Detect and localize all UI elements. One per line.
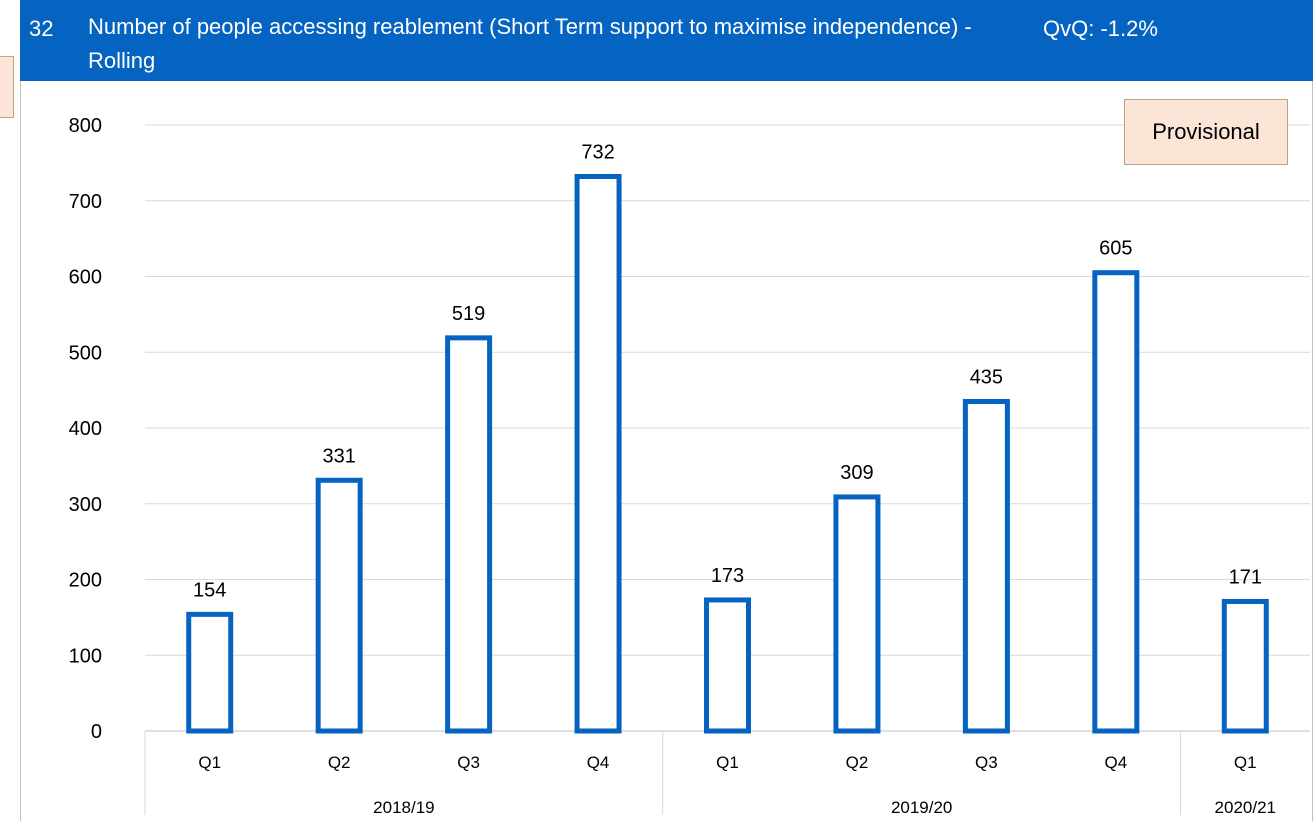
x-tick-label: Q1 (198, 753, 221, 772)
data-label: 309 (840, 462, 873, 484)
y-tick-label: 0 (91, 721, 102, 743)
qvq-indicator: QvQ: -1.2% (1043, 16, 1158, 41)
bar (315, 477, 363, 734)
bar (1221, 598, 1269, 734)
data-label: 732 (581, 142, 614, 164)
bar (445, 335, 493, 734)
group-label: 2018/19 (373, 798, 434, 815)
y-tick-label: 100 (69, 645, 102, 667)
chart-number: 32 (29, 16, 54, 41)
y-tick-label: 500 (69, 342, 102, 364)
x-tick-label: Q4 (1104, 753, 1127, 772)
x-tick-label: Q2 (846, 753, 869, 772)
data-label: 605 (1099, 238, 1132, 260)
x-tick-label: Q2 (328, 753, 351, 772)
data-label: 519 (452, 303, 485, 325)
y-tick-label: 800 (69, 115, 102, 137)
bar (186, 611, 234, 734)
group-label: 2019/20 (891, 798, 952, 815)
x-tick-label: Q1 (716, 753, 739, 772)
x-tick-label: Q3 (975, 753, 998, 772)
data-label: 435 (970, 366, 1003, 388)
provisional-label: Provisional (1152, 119, 1260, 144)
y-tick-label: 400 (69, 418, 102, 440)
x-tick-label: Q4 (587, 753, 610, 772)
y-tick-label: 600 (69, 267, 102, 289)
provisional-badge: Provisional (1124, 99, 1288, 165)
x-tick-label: Q1 (1234, 753, 1257, 772)
data-label: 154 (193, 579, 226, 601)
chart-title: Number of people accessing reablement (S… (88, 14, 972, 73)
bar (1092, 270, 1140, 734)
x-tick-label: Q3 (457, 753, 480, 772)
side-panel-fragment (0, 56, 14, 118)
group-label: 2020/21 (1215, 798, 1276, 815)
bar (574, 174, 622, 734)
bar (962, 398, 1010, 734)
y-tick-label: 300 (69, 494, 102, 516)
y-tick-label: 700 (69, 191, 102, 213)
bar (833, 494, 881, 734)
data-label: 171 (1229, 566, 1262, 588)
y-tick-label: 200 (69, 570, 102, 592)
bar (704, 597, 751, 734)
data-label: 331 (322, 445, 355, 467)
data-label: 173 (711, 565, 744, 587)
chart-header: 32 Number of people accessing reablement… (20, 0, 1313, 81)
